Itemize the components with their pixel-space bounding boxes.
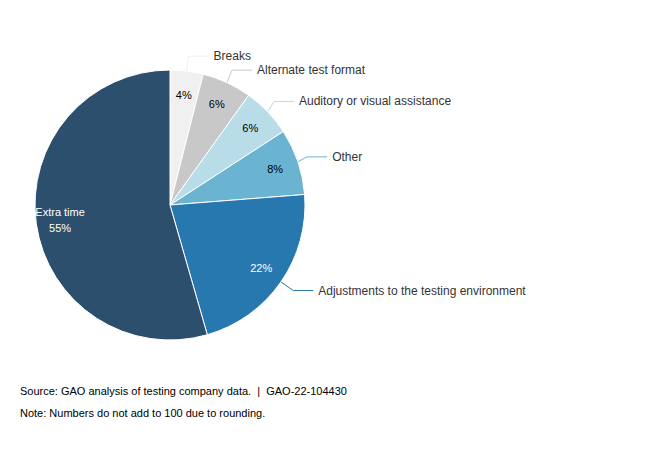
svg-text:6%: 6% <box>209 98 225 110</box>
svg-text:6%: 6% <box>242 122 258 134</box>
svg-text:Auditory or visual assistance: Auditory or visual assistance <box>299 94 451 108</box>
svg-text:Note: Numbers do not add to 10: Note: Numbers do not add to 100 due to r… <box>20 407 265 419</box>
svg-text:55%: 55% <box>49 222 71 234</box>
svg-text:22%: 22% <box>250 262 272 274</box>
svg-text:8%: 8% <box>267 163 283 175</box>
svg-text:Alternate test format: Alternate test format <box>257 63 366 77</box>
svg-text:Breaks: Breaks <box>214 49 251 63</box>
svg-text:Adjustments to the testing env: Adjustments to the testing environment <box>318 284 526 298</box>
svg-text:Other: Other <box>332 150 362 164</box>
svg-text:Source: GAO analysis of testin: Source: GAO analysis of testing company … <box>20 385 347 397</box>
svg-text:4%: 4% <box>176 89 192 101</box>
svg-text:Extra time: Extra time <box>35 206 85 218</box>
